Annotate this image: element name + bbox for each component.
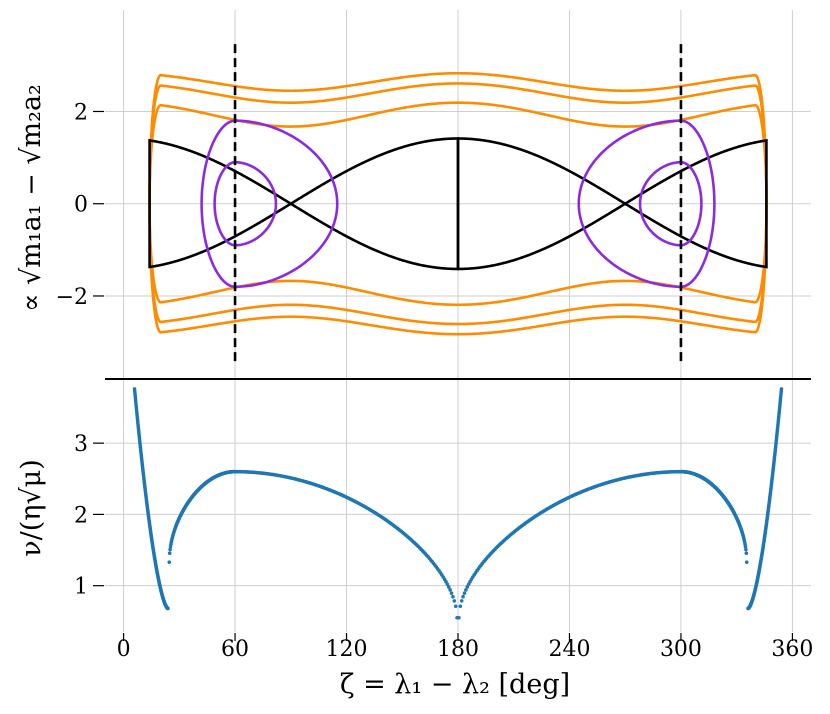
frequency-point [453, 604, 458, 609]
separatrix-curve [456, 137, 768, 271]
frequency-point [458, 604, 463, 609]
x-tick-label: 0 [117, 637, 131, 662]
top-y-tick-label: 0 [74, 193, 88, 218]
frequency-point [449, 591, 454, 595]
frequency-point [743, 544, 748, 549]
frequency-point [464, 588, 468, 592]
frequency-point [744, 551, 749, 555]
frequency-point [744, 560, 749, 564]
frequency-point [744, 547, 748, 552]
frequency-point [462, 591, 467, 595]
frequency-point [451, 594, 455, 599]
frequency-point [457, 615, 461, 620]
x-axis-label: ζ = λ₁ − λ₂ [deg] [340, 669, 570, 700]
frequency-point [167, 551, 172, 555]
frequency-point [461, 594, 465, 599]
top-y-tick-label: −2 [56, 285, 88, 310]
bottom-y-tick-labels: 1 2 3 [74, 432, 104, 600]
circulating-orbit-curve [148, 82, 768, 326]
bottom-panel-grid [105, 379, 811, 632]
top-y-axis-label: ∝ √m₁a₁ − √m₂a₂ [16, 84, 47, 312]
frequency-point [445, 582, 450, 587]
bottom-y-tick-label: 1 [74, 575, 88, 600]
x-tick-label: 240 [548, 637, 590, 662]
x-tick-labels: 0 60 120 180 240 300 360 [117, 633, 813, 662]
librating-orbit-curve [213, 160, 278, 247]
frequency-point [459, 599, 464, 603]
bottom-y-axis-label: ν/(η√μ) [16, 459, 47, 557]
x-tick-label: 300 [660, 637, 702, 662]
bottom-y-tick-label: 3 [74, 432, 88, 457]
librating-orbit-curve [200, 119, 339, 289]
x-tick-label: 180 [437, 637, 479, 662]
frequency-point [167, 560, 172, 564]
circulating-orbit-curve [148, 101, 768, 307]
librating-orbit-curve [638, 160, 703, 247]
frequency-point [448, 588, 452, 592]
top-y-tick-labels: −2 0 2 [56, 100, 104, 310]
frequency-point [168, 547, 172, 552]
x-tick-label: 120 [326, 637, 368, 662]
bottom-y-tick-label: 2 [74, 503, 88, 528]
x-tick-label: 360 [771, 637, 813, 662]
bottom-panel-points [132, 387, 784, 620]
top-panel-curves [148, 44, 768, 364]
frequency-point [465, 585, 470, 589]
frequency-point [452, 599, 457, 603]
x-tick-label: 60 [221, 637, 249, 662]
frequency-point [446, 585, 451, 589]
circulating-orbit-curve [148, 71, 768, 336]
top-y-tick-label: 2 [74, 100, 88, 125]
frequency-point [166, 606, 170, 611]
frequency-point [779, 387, 784, 391]
librating-orbit-curve [577, 119, 716, 289]
